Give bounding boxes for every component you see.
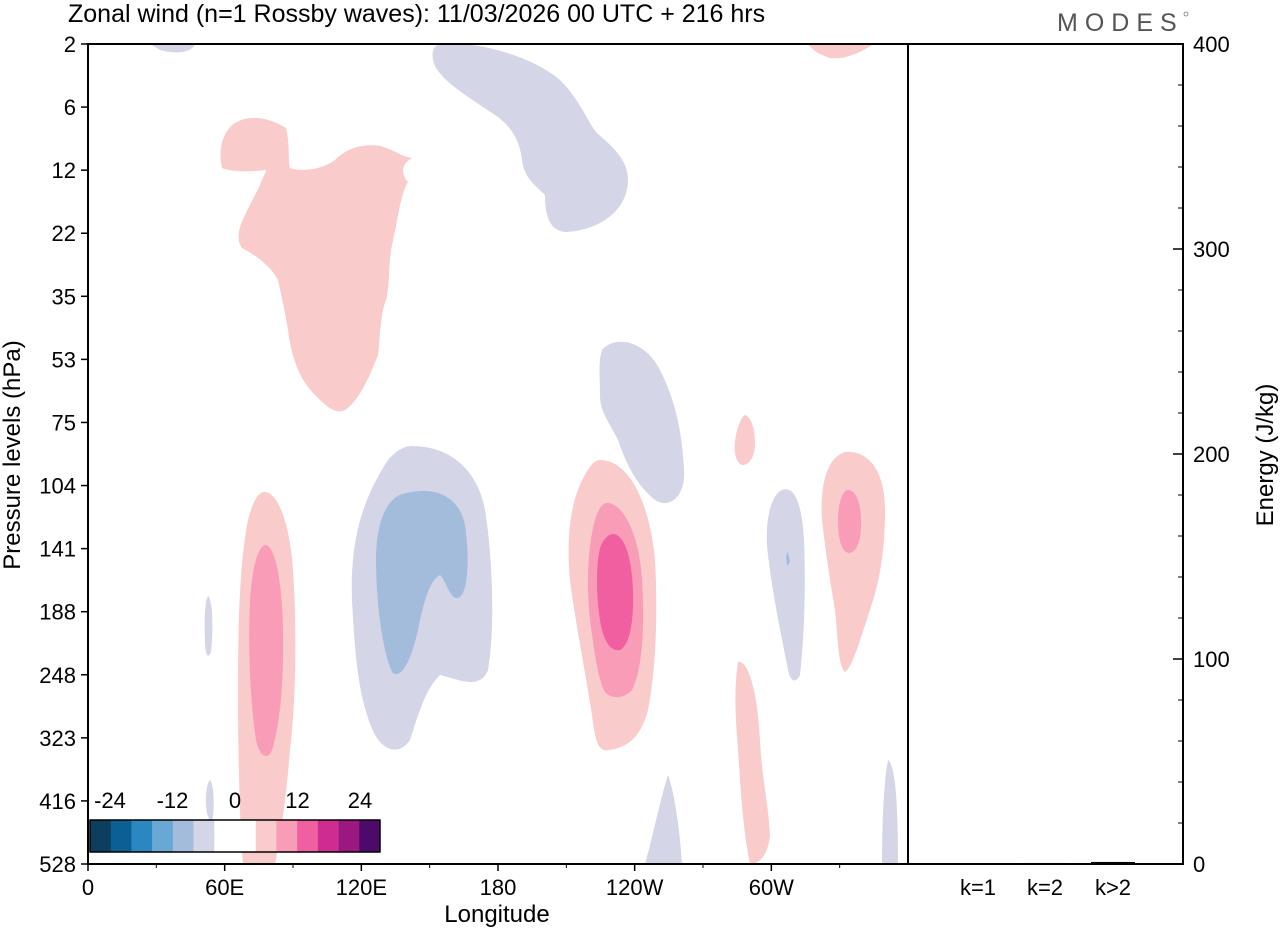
main-plot-frame [87, 43, 909, 865]
colorbar-label: 24 [348, 788, 372, 813]
energy-tick-label: 100 [1193, 647, 1230, 672]
longitude-tick-label: 120W [606, 875, 664, 900]
colorbar-label: -24 [94, 788, 126, 813]
positive-region-right [821, 451, 885, 672]
pressure-tick-label: 22 [52, 221, 76, 246]
colorbar-swatch [255, 820, 277, 852]
positive-region-top-right [808, 44, 873, 59]
longitude-tick-label: 180 [480, 875, 517, 900]
positive-region-small-upper [734, 415, 755, 465]
colorbar-swatch [193, 820, 215, 852]
pressure-tick-label: 75 [52, 410, 76, 435]
negative-region-bottom-right [882, 760, 898, 864]
positive-region-bottom-right [735, 661, 770, 864]
modes-logo: MODES [1057, 9, 1184, 37]
colorbar-label: 0 [229, 788, 241, 813]
energy-category-label: k=1 [960, 875, 996, 900]
energy-bar [1091, 861, 1135, 864]
longitude-tick-label: 60E [205, 875, 244, 900]
colorbar-swatch [90, 820, 112, 852]
logo-registered-mark [1183, 11, 1189, 17]
positive-strong-region-center [597, 534, 634, 651]
x-axis-title: Longitude [444, 901, 549, 928]
y-axis-title: Pressure levels (hPa) [0, 340, 26, 569]
energy-tick-label: 0 [1193, 852, 1205, 877]
pressure-axis: 2 6 12 22 35 53 75 104 141 188 248 323 416 528 [39, 32, 88, 877]
colorbar-frame [89, 819, 381, 853]
positive-mid-region-right [838, 490, 862, 553]
colorbar-swatch [152, 820, 174, 852]
pressure-tick-label: 53 [52, 347, 76, 372]
energy-category-label: k>2 [1095, 875, 1131, 900]
colorbar-swatch [297, 820, 319, 852]
colorbar-swatch [235, 820, 257, 852]
negative-region-small-bottom-left [205, 780, 214, 822]
positive-mid-region-left [249, 545, 284, 756]
negative-region-mid-center [599, 341, 685, 504]
positive-region-upper-left [220, 117, 412, 412]
colorbar-label: 12 [285, 788, 309, 813]
colorbar-swatch [110, 820, 132, 852]
pressure-tick-label: 35 [52, 284, 76, 309]
energy-category-label: k=2 [1027, 875, 1063, 900]
negative-region-lower-right [766, 489, 805, 681]
colorbar-swatch [214, 820, 236, 852]
energy-bar [1023, 862, 1067, 864]
colorbar-swatch [172, 820, 194, 852]
longitude-axis: 0 60E 120E 180 120W 60W [82, 864, 841, 900]
energy-tick-label: 300 [1193, 237, 1230, 262]
energy-panel-frame [907, 43, 1184, 865]
colorbar-swatch [131, 820, 153, 852]
colorbar-swatch [276, 820, 298, 852]
pressure-tick-label: 528 [39, 852, 76, 877]
negative-region-top-left [150, 44, 195, 53]
negative-strong-region-lower-left [376, 490, 468, 675]
negative-region-bottom-center [645, 775, 682, 864]
energy-bars: k=1 k=2 k>2 [956, 861, 1135, 900]
colorbar-swatch [338, 820, 360, 852]
pressure-tick-label: 6 [64, 95, 76, 120]
energy-tick-label: 200 [1193, 442, 1230, 467]
pressure-tick-label: 104 [39, 474, 76, 499]
chart-title: Zonal wind (n=1 Rossby waves): 11/03/202… [68, 0, 765, 28]
colorbar-label: -12 [157, 788, 189, 813]
colorbar-swatch [359, 820, 381, 852]
pressure-tick-label: 12 [52, 158, 76, 183]
pressure-tick-label: 323 [39, 726, 76, 751]
pressure-tick-label: 188 [39, 600, 76, 625]
contour-field [150, 43, 898, 864]
longitude-tick-label: 120E [336, 875, 387, 900]
pressure-tick-label: 141 [39, 537, 76, 562]
energy-axis-title: Energy (J/kg) [1252, 384, 1279, 527]
negative-region-small-left [204, 596, 213, 656]
pressure-tick-label: 248 [39, 663, 76, 688]
pressure-tick-label: 416 [39, 789, 76, 814]
colorbar-swatch [317, 820, 339, 852]
energy-bar [956, 863, 1000, 865]
longitude-tick-label: 0 [82, 875, 94, 900]
energy-axis: 0 100 200 300 400 [1173, 32, 1230, 877]
longitude-tick-label: 60W [749, 875, 794, 900]
pressure-tick-label: 2 [64, 32, 76, 57]
negative-strong-dot [786, 552, 790, 566]
negative-region-upper-center [432, 43, 628, 233]
energy-tick-label: 400 [1193, 32, 1230, 57]
colorbar: -24 -12 0 12 24 [89, 788, 381, 853]
